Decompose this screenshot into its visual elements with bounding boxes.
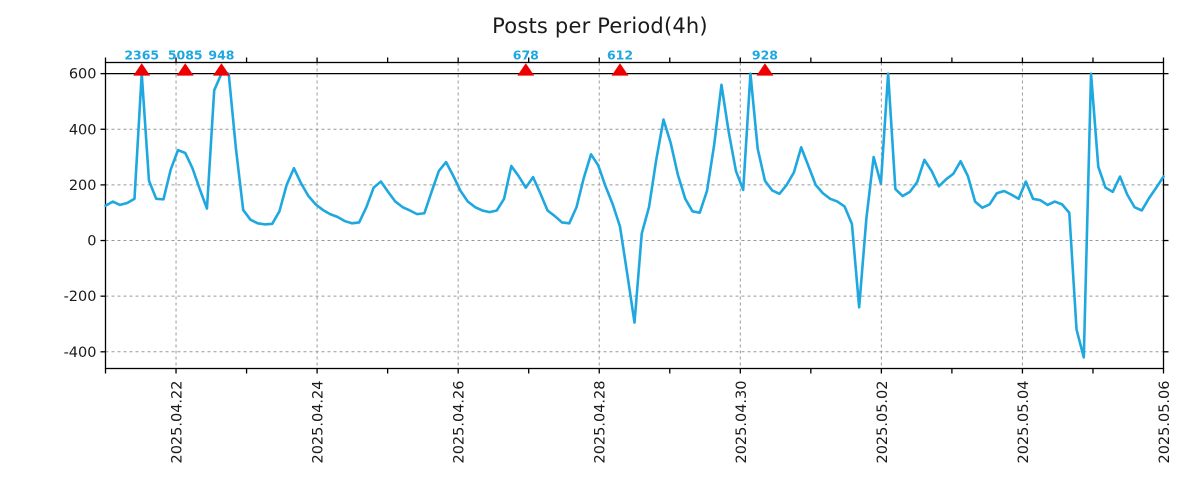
y-tick-label: -200	[64, 289, 97, 305]
x-tick-label: 2025.05.02	[875, 381, 891, 464]
peak-value-label: 2365	[124, 48, 159, 63]
peak-marker-triangle	[176, 63, 194, 76]
peak-marker-triangle	[212, 63, 230, 76]
peak-value-label: 948	[208, 48, 234, 63]
peak-value-label: 928	[752, 48, 778, 63]
peak-marker-triangle	[133, 63, 151, 76]
x-tick-label: 2025.05.06	[1157, 381, 1173, 464]
plot-frame	[104, 61, 1165, 370]
x-gridlines	[175, 62, 1164, 369]
y-axis-labels: 600 400 200 0 -200 -400	[64, 67, 97, 361]
peak-marker-triangle	[611, 63, 629, 76]
y-axis-ticks	[100, 72, 1169, 353]
y-tick-label: 400	[69, 122, 97, 138]
peak-marker-triangle	[517, 63, 535, 76]
x-tick-label: 2025.04.26	[452, 381, 468, 464]
peak-value-label: 5085	[168, 48, 203, 63]
x-tick-label: 2025.04.24	[311, 381, 327, 464]
data-line	[104, 72, 1165, 359]
y-gridlines	[105, 128, 1164, 353]
peak-markers	[133, 63, 774, 76]
peak-value-label: 612	[607, 48, 633, 63]
peak-marker-triangle	[756, 63, 774, 76]
x-tick-label: 2025.04.28	[593, 381, 609, 464]
peak-value-label: 678	[513, 48, 539, 63]
x-axis-labels: 2025.04.22 2025.04.24 2025.04.26 2025.04.28…	[170, 381, 1173, 464]
x-tick-label: 2025.04.30	[734, 381, 750, 464]
x-tick-label: 2025.04.22	[170, 381, 186, 464]
chart-title: Posts per Period(4h)	[492, 14, 708, 38]
x-axis-ticks	[104, 57, 1165, 374]
peak-value-labels: 2365 5085 948 678 612 928	[124, 48, 778, 63]
y-tick-label: 600	[69, 67, 97, 83]
y-tick-label: 200	[69, 178, 97, 194]
x-tick-label: 2025.05.04	[1016, 381, 1032, 464]
y-tick-label: 0	[87, 234, 96, 250]
y-tick-label: -400	[64, 345, 97, 361]
